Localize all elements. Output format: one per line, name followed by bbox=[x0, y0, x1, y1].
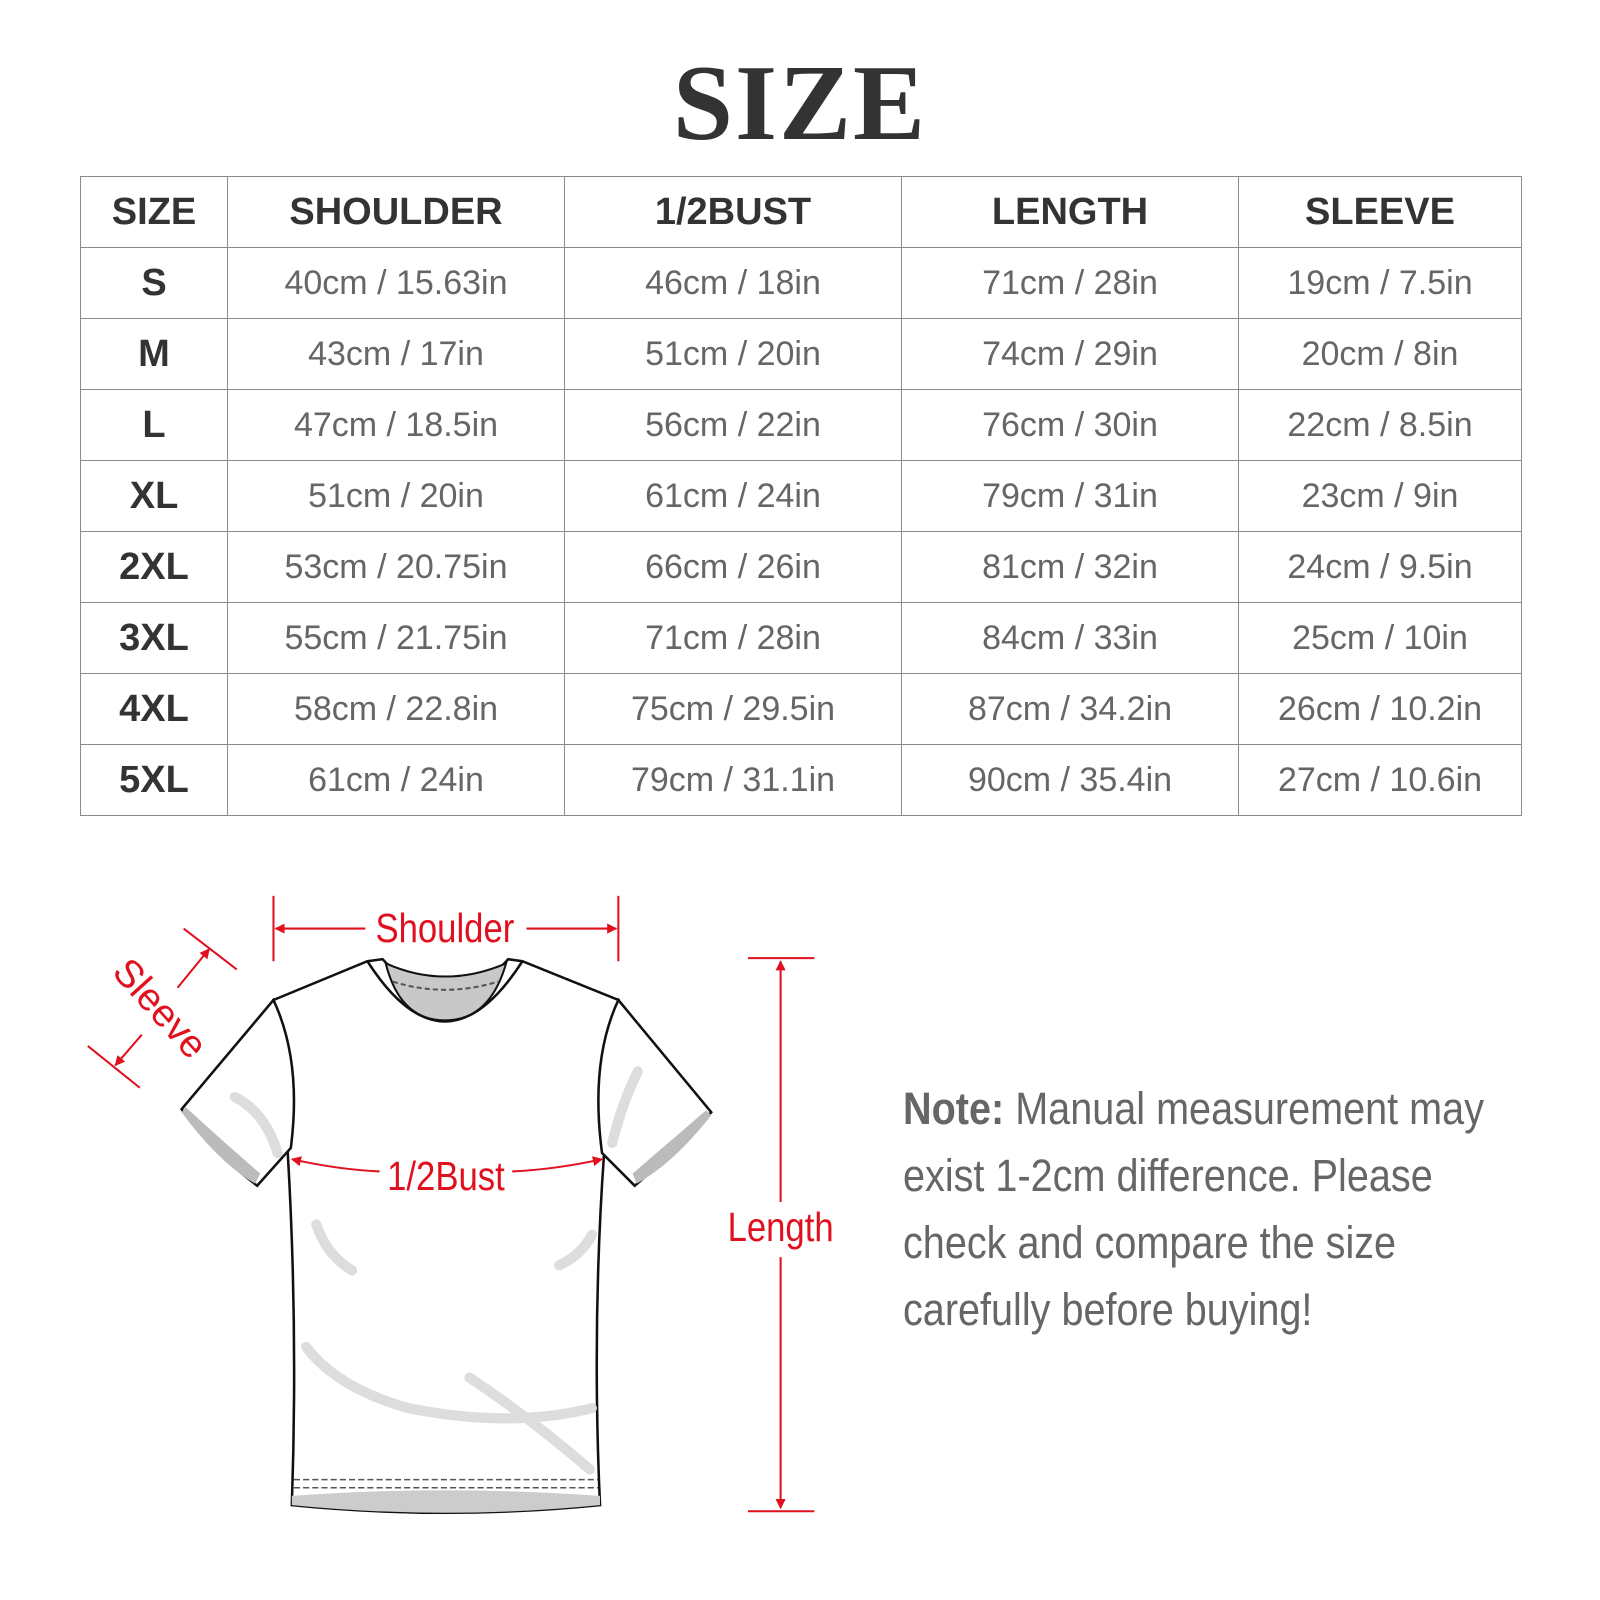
header-size: SIZE bbox=[80, 176, 228, 248]
sleeve-label: Sleeve bbox=[104, 950, 215, 1067]
measurement-cell: 43cm / 17in bbox=[227, 318, 565, 390]
measurement-cell: 58cm / 22.8in bbox=[227, 673, 565, 745]
table-row: 4XL 58cm / 22.8in 75cm / 29.5in 87cm / 34.2… bbox=[80, 673, 1522, 745]
table-row: XL 51cm / 20in 61cm / 24in 79cm / 31in 23cm … bbox=[80, 460, 1522, 532]
table-row: 3XL 55cm / 21.75in 71cm / 28in 84cm / 33in 2… bbox=[80, 602, 1522, 674]
measurement-cell: 79cm / 31.1in bbox=[564, 744, 902, 816]
table-row: L 47cm / 18.5in 56cm / 22in 76cm / 30in 22cm… bbox=[80, 389, 1522, 461]
size-cell: 5XL bbox=[80, 744, 228, 816]
size-cell: L bbox=[80, 389, 228, 461]
page-title: SIZE bbox=[672, 44, 928, 163]
note-label: Note: bbox=[903, 1083, 1005, 1134]
tshirt-illustration bbox=[180, 957, 713, 1515]
header-length: LENGTH bbox=[901, 176, 1239, 248]
table-row: S 40cm / 15.63in 46cm / 18in 71cm / 28in 19c… bbox=[80, 247, 1522, 319]
measurement-cell: 22cm / 8.5in bbox=[1238, 389, 1522, 461]
measurement-cell: 81cm / 32in bbox=[901, 531, 1239, 603]
measurement-cell: 46cm / 18in bbox=[564, 247, 902, 319]
shoulder-measure: Shoulder bbox=[272, 895, 620, 962]
measurement-cell: 20cm / 8in bbox=[1238, 318, 1522, 390]
length-measure: Length bbox=[728, 957, 834, 1513]
measurement-cell: 61cm / 24in bbox=[227, 744, 565, 816]
size-cell: XL bbox=[80, 460, 228, 532]
measurement-cell: 75cm / 29.5in bbox=[564, 673, 902, 745]
shoulder-label: Shoulder bbox=[375, 906, 514, 951]
bust-measure: 1/2Bust bbox=[290, 1154, 604, 1199]
measurement-cell: 19cm / 7.5in bbox=[1238, 247, 1522, 319]
size-cell: 4XL bbox=[80, 673, 228, 745]
length-label: Length bbox=[728, 1205, 834, 1250]
size-cell: S bbox=[80, 247, 228, 319]
measurement-cell: 23cm / 9in bbox=[1238, 460, 1522, 532]
header-bust: 1/2BUST bbox=[564, 176, 902, 248]
table-row: M 43cm / 17in 51cm / 20in 74cm / 29in 20cm /… bbox=[80, 318, 1522, 390]
measurement-cell: 74cm / 29in bbox=[901, 318, 1239, 390]
measurement-cell: 71cm / 28in bbox=[901, 247, 1239, 319]
measurement-cell: 27cm / 10.6in bbox=[1238, 744, 1522, 816]
measurement-cell: 61cm / 24in bbox=[564, 460, 902, 532]
sleeve-measure: Sleeve bbox=[87, 927, 238, 1089]
measurement-cell: 55cm / 21.75in bbox=[227, 602, 565, 674]
size-cell: M bbox=[80, 318, 228, 390]
measurement-cell: 53cm / 20.75in bbox=[227, 531, 565, 603]
measurement-cell: 90cm / 35.4in bbox=[901, 744, 1239, 816]
measurement-cell: 56cm / 22in bbox=[564, 389, 902, 461]
header-sleeve: SLEEVE bbox=[1238, 176, 1522, 248]
bust-label: 1/2Bust bbox=[387, 1154, 505, 1199]
measurement-cell: 66cm / 26in bbox=[564, 531, 902, 603]
measurement-cell: 71cm / 28in bbox=[564, 602, 902, 674]
measurement-cell: 26cm / 10.2in bbox=[1238, 673, 1522, 745]
note-text: Manual measurement may exist 1-2cm diffe… bbox=[903, 1083, 1484, 1335]
table-row: 2XL 53cm / 20.75in 66cm / 26in 81cm / 32in 2… bbox=[80, 531, 1522, 603]
measurement-cell: 84cm / 33in bbox=[901, 602, 1239, 674]
measurement-cell: 51cm / 20in bbox=[564, 318, 902, 390]
measurement-cell: 40cm / 15.63in bbox=[227, 247, 565, 319]
measurement-cell: 24cm / 9.5in bbox=[1238, 531, 1522, 603]
measurement-cell: 76cm / 30in bbox=[901, 389, 1239, 461]
table-row: 5XL 61cm / 24in 79cm / 31.1in 90cm / 35.4in… bbox=[80, 744, 1522, 816]
table-header-row: SIZE SHOULDER 1/2BUST LENGTH SLEEVE bbox=[80, 176, 1522, 248]
size-cell: 3XL bbox=[80, 602, 228, 674]
note: Note: Manual measurement may exist 1-2cm… bbox=[903, 1075, 1545, 1343]
measurement-cell: 51cm / 20in bbox=[227, 460, 565, 532]
size-table: SIZE SHOULDER 1/2BUST LENGTH SLEEVE S 40c… bbox=[80, 176, 1522, 816]
measurement-cell: 25cm / 10in bbox=[1238, 602, 1522, 674]
